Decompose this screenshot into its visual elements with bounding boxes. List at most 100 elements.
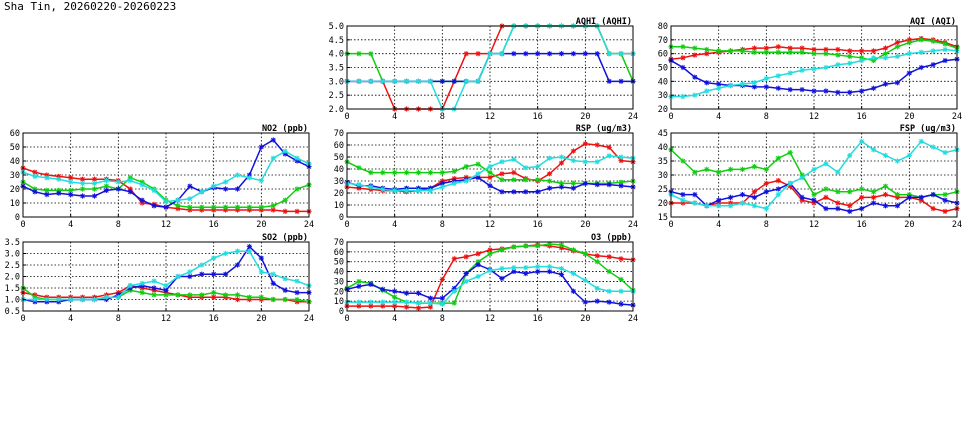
data-point — [139, 290, 145, 296]
data-point — [618, 288, 624, 294]
data-point — [558, 154, 565, 160]
data-point — [403, 299, 410, 305]
data-point — [692, 52, 698, 58]
data-point — [451, 285, 457, 291]
x-tick-label: 8 — [440, 220, 445, 230]
x-tick-label: 24 — [304, 314, 314, 324]
data-point — [451, 180, 457, 186]
data-point — [942, 46, 948, 53]
data-point — [151, 187, 157, 193]
data-point — [882, 192, 889, 198]
data-point — [499, 159, 505, 165]
data-point — [618, 158, 624, 164]
data-point — [835, 52, 841, 58]
x-tick-label: 8 — [440, 314, 445, 324]
data-point — [582, 159, 588, 165]
data-point — [294, 208, 300, 214]
x-tick-label: 12 — [485, 112, 495, 122]
data-point — [392, 188, 398, 194]
data-point — [151, 203, 157, 209]
data-point — [523, 177, 529, 183]
data-point — [439, 78, 445, 84]
x-tick-label: 4 — [392, 314, 397, 324]
data-point — [115, 179, 121, 185]
data-point — [199, 204, 205, 210]
data-point — [618, 78, 624, 84]
data-point — [835, 200, 841, 206]
y-tick-label: 10 — [334, 201, 344, 211]
data-point — [511, 51, 517, 57]
data-point — [775, 49, 781, 55]
data-point — [139, 280, 145, 286]
data-point — [775, 178, 781, 184]
data-point — [523, 265, 529, 271]
data-point — [463, 254, 469, 260]
data-point — [618, 179, 624, 185]
data-point — [475, 51, 481, 57]
x-tick-label: 24 — [628, 112, 638, 122]
data-point — [835, 169, 841, 175]
data-point — [175, 292, 181, 298]
chart-no2: 0 4 8 12 16 20 24 0 10 20 30 40 50 60 NO2 (ppb) — [10, 124, 314, 230]
data-point — [606, 153, 612, 159]
data-point — [139, 179, 145, 185]
data-point — [692, 169, 698, 175]
data-point — [56, 187, 62, 193]
data-point — [594, 285, 600, 291]
data-point — [546, 51, 553, 57]
data-point — [606, 144, 612, 150]
data-point — [727, 194, 734, 200]
y-tick-label: 0.5 — [5, 307, 20, 317]
data-point — [258, 204, 264, 210]
x-tick-label: 20 — [256, 220, 266, 230]
data-point — [763, 180, 769, 186]
data-point — [894, 44, 901, 50]
data-point — [211, 294, 217, 300]
data-point — [716, 197, 722, 203]
data-point — [594, 259, 600, 265]
data-point — [859, 88, 865, 94]
x-tick-label: 20 — [580, 314, 590, 324]
data-point — [211, 207, 217, 213]
data-point — [751, 194, 758, 200]
data-point — [463, 278, 469, 285]
x-tick-label: 20 — [256, 314, 266, 324]
x-tick-label: 12 — [809, 220, 819, 230]
data-point — [882, 55, 889, 61]
data-point — [787, 150, 793, 156]
data-point — [906, 40, 912, 46]
data-point — [368, 170, 374, 176]
data-point — [558, 184, 565, 190]
data-point — [763, 75, 769, 82]
data-point — [511, 268, 517, 275]
data-point — [546, 268, 553, 275]
x-tick-label: 4 — [68, 220, 73, 230]
data-point — [270, 271, 276, 277]
data-point — [751, 203, 758, 209]
data-point — [535, 268, 541, 275]
data-point — [594, 182, 600, 188]
data-point — [44, 192, 50, 198]
data-point — [787, 70, 793, 76]
y-tick-label: 30 — [658, 171, 668, 181]
data-point — [918, 64, 924, 71]
data-point — [811, 88, 817, 94]
data-point — [234, 204, 241, 210]
y-tick-label: 0 — [15, 213, 20, 223]
chart-title: FSP (ug/m3) — [900, 124, 956, 134]
data-point — [558, 266, 565, 272]
x-tick-label: 16 — [533, 314, 543, 324]
data-point — [811, 197, 817, 203]
data-point — [594, 253, 600, 259]
data-point — [727, 82, 734, 89]
y-tick-label: 4.0 — [329, 50, 344, 60]
data-point — [535, 264, 541, 270]
data-point — [594, 51, 600, 57]
data-point — [918, 194, 924, 200]
chart-fsp: 0 4 8 12 16 20 24 15 20 25 30 35 40 45 FSP (ug/m3) — [658, 124, 962, 230]
data-point — [294, 290, 300, 296]
data-point — [187, 269, 193, 275]
data-point — [739, 81, 746, 87]
data-point — [475, 161, 481, 167]
data-point — [523, 165, 529, 171]
